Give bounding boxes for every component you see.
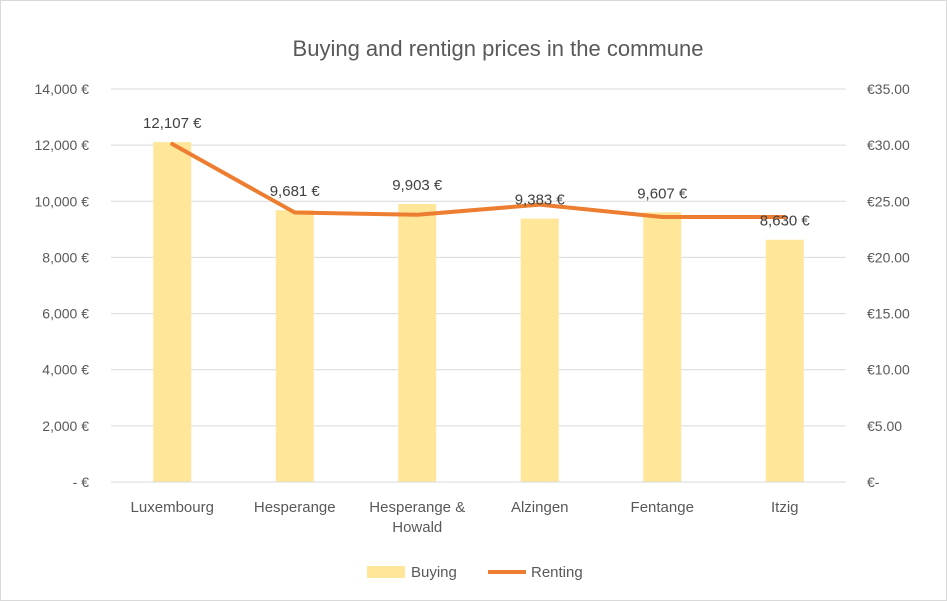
x-tick-label-line: Alzingen — [511, 499, 569, 516]
y-left-tick-label: 14,000 € — [35, 81, 90, 97]
legend-swatch-buying — [367, 566, 405, 578]
line-renting — [170, 142, 787, 220]
data-label-buying: 8,630 € — [760, 213, 811, 230]
chart-title: Buying and rentign prices in the commune — [293, 36, 704, 61]
bar-buying — [643, 212, 682, 482]
bar-buying — [153, 142, 192, 482]
data-label-buying: 9,681 € — [270, 183, 321, 200]
legend-label-renting: Renting — [531, 564, 583, 581]
x-tick-label-line: Luxembourg — [131, 499, 214, 516]
y-right-tick-label: €25.00 — [867, 193, 910, 209]
y-left-tick-label: 12,000 € — [35, 137, 90, 153]
data-label-buying: 9,383 € — [515, 192, 566, 209]
x-tick-label-line: Hesperange — [254, 499, 336, 516]
y-right-tick-label: €5.00 — [867, 418, 902, 434]
data-label-buying: 12,107 € — [143, 115, 202, 132]
x-tick-label: Hesperange & Howald — [369, 499, 465, 536]
x-tick-label-line: Howald — [392, 519, 442, 536]
y-right-tick-label: €35.00 — [867, 81, 910, 97]
x-tick-label: Alzingen — [511, 499, 569, 516]
y-right-tick-label: €30.00 — [867, 137, 910, 153]
y-left-tick-label: 4,000 € — [42, 362, 89, 378]
y-right-tick-label: €10.00 — [867, 362, 910, 378]
y-left-tick-label: 2,000 € — [42, 418, 89, 434]
bar-buying — [398, 204, 437, 482]
x-tick-label: Itzig — [771, 499, 799, 516]
y-left-tick-label: 6,000 € — [42, 306, 89, 322]
data-label-buying: 9,903 € — [392, 177, 443, 194]
bar-buying — [275, 210, 314, 483]
x-tick-label: Luxembourg — [131, 499, 214, 516]
data-label-buying: 9,607 € — [637, 185, 688, 202]
y-left-tick-label: 10,000 € — [35, 193, 90, 209]
bar-buying — [765, 239, 804, 482]
x-tick-label: Fentange — [631, 499, 694, 516]
legend-label-buying: Buying — [411, 564, 457, 581]
x-tick-label: Hesperange — [254, 499, 336, 516]
x-tick-label-line: Fentange — [631, 499, 694, 516]
x-tick-label-line: Hesperange & — [369, 499, 465, 516]
y-right-tick-label: €20.00 — [867, 249, 910, 265]
y-left-tick-label: - € — [73, 474, 90, 490]
y-left-tick-label: 8,000 € — [42, 249, 89, 265]
y-right-tick-label: €15.00 — [867, 306, 910, 322]
y-right-tick-label: €- — [867, 474, 880, 490]
x-tick-label-line: Itzig — [771, 499, 799, 516]
bar-buying — [520, 218, 559, 483]
